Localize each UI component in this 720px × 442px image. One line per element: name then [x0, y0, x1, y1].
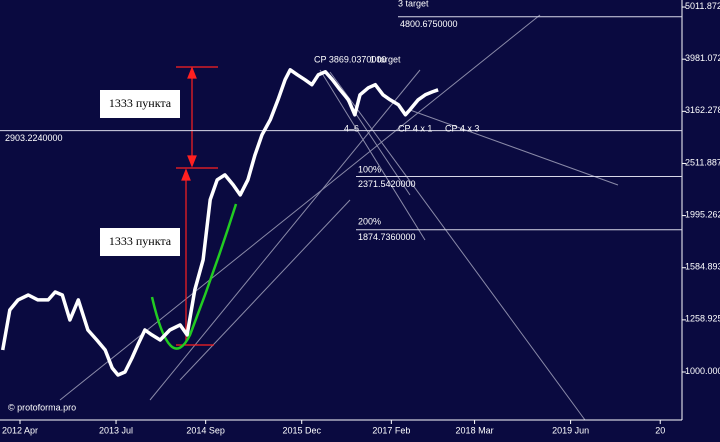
x-tick-label: 2019 Jun: [552, 425, 589, 435]
annotation-box: [100, 90, 180, 118]
annotation: 4–6: [344, 123, 359, 133]
x-tick-label: 2018 Mar: [456, 425, 494, 435]
range-arrows: [176, 66, 218, 346]
y-tick-label: 1584.893: [685, 262, 720, 272]
x-tick-label: 2015 Dec: [282, 425, 321, 435]
annotation: © protoforma.pro: [8, 402, 76, 412]
y-tick-label: 3162.278: [685, 105, 720, 115]
y-tick-label: 1995.262: [685, 209, 720, 219]
level-label: 2371.5420000: [358, 179, 416, 189]
annotation: CP 3869.0370000: [314, 54, 386, 64]
x-tick-label: 2017 Feb: [372, 425, 410, 435]
x-tick-label: 2014 Sep: [186, 425, 225, 435]
annotation: CP 4 x 3: [445, 123, 479, 133]
annotation: 3 target: [398, 0, 429, 8]
y-tick-label: 2511.887: [685, 157, 720, 167]
annotation: 1 target: [370, 54, 401, 64]
y-tick-label: 5011.872: [685, 1, 720, 11]
annotation: 100%: [358, 164, 381, 174]
annotation: 1333 пункта: [109, 96, 172, 110]
x-tick-label: 2013 Jul: [99, 425, 133, 435]
level-label: 4800.6750000: [400, 19, 458, 29]
y-tick-label: 1000.000: [685, 366, 720, 376]
level-label: 2903.2240000: [5, 133, 63, 143]
price-line: [0, 68, 439, 377]
annotation-box: [100, 228, 180, 256]
y-tick-label: 1258.925: [685, 314, 720, 324]
level-label: 1874.7360000: [358, 232, 416, 242]
annotation: CP 4 x 1: [398, 123, 432, 133]
annotation: 1333 пункта: [109, 234, 172, 248]
y-tick-label: 3981.072: [685, 53, 720, 63]
x-tick-label: 2012 Apr: [2, 425, 38, 435]
x-tick-label: 20: [655, 425, 665, 435]
annotation: 200%: [358, 216, 381, 226]
